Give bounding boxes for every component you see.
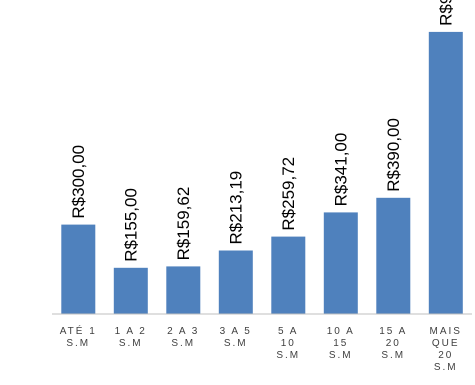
bar-3 [166, 266, 201, 314]
x-tick-label-line: S.M [66, 338, 90, 349]
data-label-8: R$946,67 [437, 0, 456, 26]
data-labels-group: R$300,00 R$155,00 R$159,62 R$213,19 R$259,72… [69, 0, 456, 262]
x-tick-label-line: MAIS [430, 326, 462, 337]
x-tick-label-line: 1 A 2 [115, 326, 147, 337]
data-label-2: R$155,00 [122, 188, 141, 262]
x-tick-label-line: 3 A 5 [220, 326, 252, 337]
data-label-6: R$341,00 [332, 133, 351, 207]
x-tick-label-line: 2 A 3 [167, 326, 199, 337]
x-tick-label-line: ATÉ 1 [60, 324, 97, 337]
bar-7 [376, 197, 411, 314]
x-tick-label-8: MAIS QUE 20 S.M [430, 326, 462, 373]
x-tick-label-line: 20 [438, 350, 453, 361]
x-tick-label-line: S.M [171, 338, 195, 349]
bar-2 [113, 267, 148, 314]
x-tick-label-line: S.M [381, 350, 405, 361]
x-tick-label-5: 5 A 10 S.M [276, 326, 300, 361]
bar-5 [271, 236, 306, 314]
bar-6 [323, 212, 358, 314]
x-tick-label-line: S.M [119, 338, 143, 349]
x-tick-label-line: 15 [333, 338, 348, 349]
bar-1 [61, 224, 96, 314]
x-tick-label-line: QUE [432, 338, 460, 349]
x-tick-label-line: 10 A [327, 326, 355, 337]
data-label-4: R$213,19 [227, 171, 246, 245]
x-tick-label-line: S.M [276, 350, 300, 361]
x-tick-label-line: 15 A [379, 326, 407, 337]
x-tick-label-line: 5 A [278, 326, 298, 337]
x-tick-label-line: 10 [281, 338, 296, 349]
x-tick-label-4: 3 A 5 S.M [220, 326, 252, 349]
x-tick-label-line: S.M [329, 350, 353, 361]
x-tick-label-6: 10 A 15 S.M [327, 326, 355, 361]
data-label-1: R$300,00 [69, 145, 88, 219]
x-tick-label-2: 1 A 2 S.M [115, 326, 147, 349]
x-tick-label-line: 20 [386, 338, 401, 349]
x-tick-labels-group: ATÉ 1 S.M1 A 2 S.M2 A 3 S.M3 A 5 S.M5 A 10 S.M… [60, 324, 462, 373]
x-tick-label-3: 2 A 3 S.M [167, 326, 199, 349]
x-tick-label-1: ATÉ 1 S.M [60, 324, 97, 349]
x-tick-label-line: S.M [434, 362, 458, 373]
data-label-7: R$390,00 [384, 118, 403, 192]
bars-group [61, 31, 463, 315]
data-label-3: R$159,62 [174, 187, 193, 261]
bar-4 [218, 250, 253, 314]
x-tick-label-7: 15 A 20 S.M [379, 326, 407, 361]
data-label-5: R$259,72 [279, 157, 298, 231]
x-tick-label-line: S.M [224, 338, 248, 349]
bar-8 [428, 31, 463, 315]
